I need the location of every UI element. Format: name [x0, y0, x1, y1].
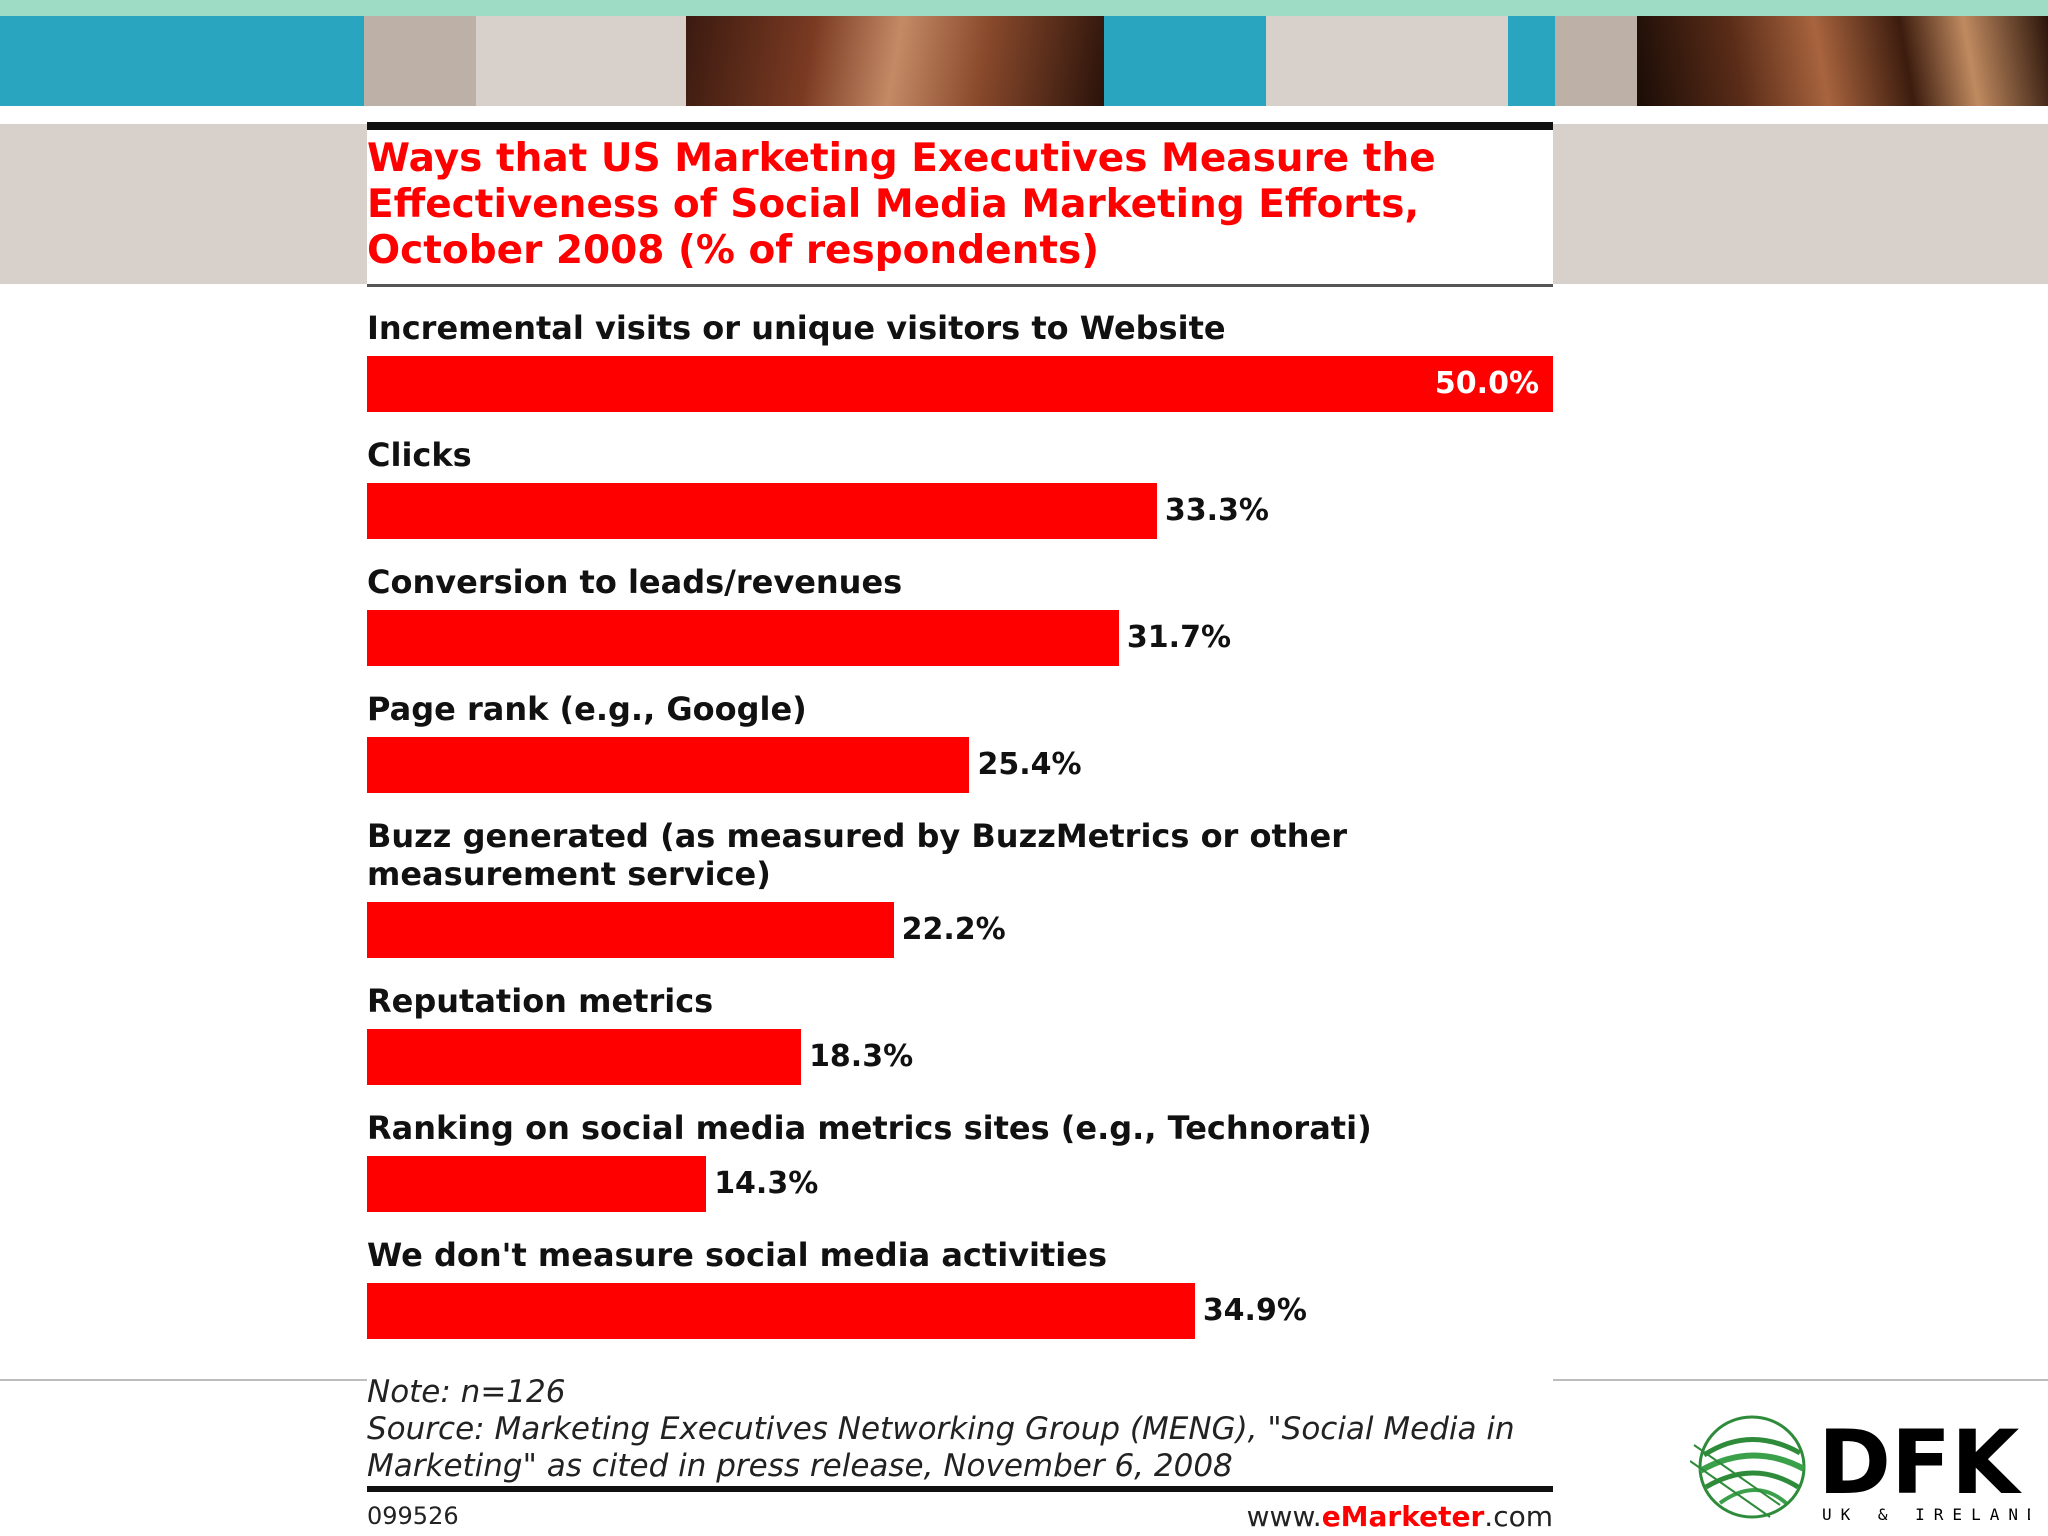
bar: [367, 902, 894, 958]
category-label: We don't measure social media activities: [367, 1236, 1107, 1274]
bar: [367, 1029, 802, 1085]
header-strip: [1508, 16, 1555, 106]
url-suffix: .com: [1484, 1500, 1553, 1533]
chart-title: Ways that US Marketing Executives Measur…: [367, 136, 1436, 273]
value-label: 33.3%: [1164, 493, 1269, 528]
header-strip: [1555, 16, 1637, 106]
chart-notes: Note: n=126 Source: Marketing Executives…: [367, 1374, 1553, 1485]
logo-text: DFK: [1818, 1411, 2022, 1514]
header-strip: [1104, 16, 1266, 106]
bar: [367, 1156, 707, 1212]
value-label: 50.0%: [1434, 366, 1539, 401]
header-photo-right: [1637, 16, 2048, 106]
top-accent-line: [0, 0, 2048, 16]
header-strip: [0, 16, 364, 106]
header-photo-left: [686, 16, 1104, 106]
url-brand: eMarketer: [1321, 1500, 1485, 1533]
bar: [367, 737, 970, 793]
logo-subtext: UK & IRELAND: [1822, 1505, 2030, 1524]
bar: [367, 610, 1119, 666]
category-label: Clicks: [367, 436, 472, 474]
bar: [367, 483, 1157, 539]
url-prefix: www.: [1246, 1500, 1322, 1533]
header-strip: [364, 16, 476, 106]
chart-top-rule: [367, 122, 1553, 130]
chart-note: Note: n=126: [367, 1374, 566, 1410]
category-label: Page rank (e.g., Google): [367, 690, 807, 728]
category-label: Incremental visits or unique visitors to…: [367, 309, 1226, 347]
value-label: 22.2%: [901, 912, 1006, 947]
value-label: 14.3%: [714, 1166, 819, 1201]
value-label: 25.4%: [977, 747, 1082, 782]
category-label: Reputation metrics: [367, 982, 714, 1020]
category-label: Buzz generated (as measured by BuzzMetri…: [367, 817, 1348, 893]
value-label: 18.3%: [809, 1039, 914, 1074]
chart-id: 099526: [367, 1502, 459, 1530]
bar: [367, 356, 1553, 412]
header-strip: [476, 16, 686, 106]
footer-line-right: [1553, 1379, 2048, 1381]
value-label: 34.9%: [1202, 1293, 1307, 1328]
chart-title-rule: [367, 284, 1553, 287]
globe-icon: [1690, 1415, 1806, 1519]
footer-line-left: [0, 1379, 367, 1381]
category-label: Ranking on social media metrics sites (e…: [367, 1109, 1372, 1147]
chart-source: Source: Marketing Executives Networking …: [367, 1411, 1515, 1484]
bar: [367, 1283, 1195, 1339]
value-label: 31.7%: [1126, 620, 1231, 655]
dfk-logo: DFK UK & IRELAND: [1690, 1411, 2030, 1524]
header-strip: [1266, 16, 1508, 106]
emarketer-url[interactable]: www.eMarketer.com: [1247, 1500, 1553, 1533]
category-label: Conversion to leads/revenues: [367, 563, 903, 601]
chart-bottom-rule: [367, 1486, 1553, 1492]
